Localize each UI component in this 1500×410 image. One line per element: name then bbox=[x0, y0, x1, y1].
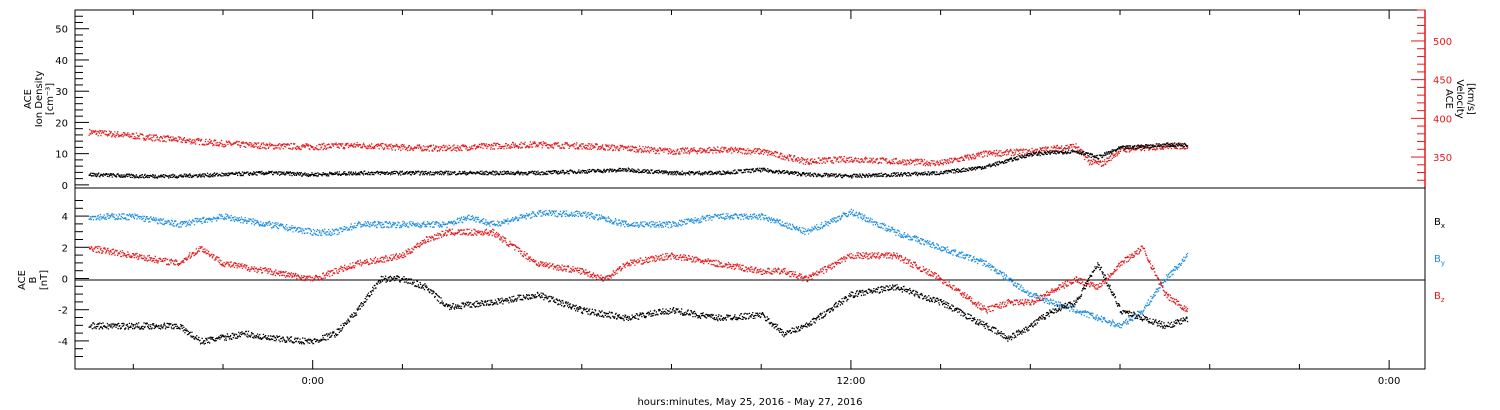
density-ylabel-line2: Ion Density bbox=[34, 71, 45, 128]
density-velocity-series bbox=[88, 128, 1189, 179]
top-panel-frame bbox=[74, 9, 1426, 189]
x-tick-label: 0:00 bbox=[1378, 376, 1400, 387]
time-axis: 0:00 12:00 0:00 bbox=[132, 10, 1400, 387]
bfield-ylabel-line3: [nT] bbox=[39, 270, 50, 290]
by-series-points bbox=[88, 208, 1189, 329]
density-y-axis: 0 10 20 30 40 50 bbox=[55, 15, 89, 192]
density-tick-label: 0 bbox=[62, 181, 68, 192]
bfield-series bbox=[88, 208, 1189, 345]
velocity-series bbox=[88, 128, 1189, 167]
density-tick-label: 20 bbox=[55, 118, 68, 129]
bfield-tick-label: -2 bbox=[58, 306, 68, 317]
density-tick-label: 40 bbox=[55, 56, 68, 67]
bz-series bbox=[88, 228, 1189, 314]
legend: Bx By Bz bbox=[1434, 217, 1445, 304]
by-series bbox=[88, 208, 1189, 329]
velocity-ylabel-line2: Velocity bbox=[1454, 79, 1465, 118]
density-ylabel-line3: [cm⁻³] bbox=[45, 83, 56, 115]
velocity-tick-label: 500 bbox=[1433, 37, 1452, 48]
density-velocity-panel: 0 10 20 30 40 50 350 400 450 500 ACE Ion Density… bbox=[23, 9, 1476, 192]
legend-by: By bbox=[1434, 254, 1445, 267]
bfield-ylabel-line2: B bbox=[28, 276, 39, 283]
x-tick-label: 12:00 bbox=[836, 376, 865, 387]
bz-series-points bbox=[88, 228, 1189, 314]
density-tick-label: 30 bbox=[55, 87, 68, 98]
bfield-ylabel-line1: ACE bbox=[17, 270, 28, 290]
bfield-tick-label: 4 bbox=[62, 212, 68, 223]
legend-bx: Bx bbox=[1434, 217, 1445, 230]
x-axis-label: hours:minutes, May 25, 2016 - May 27, 20… bbox=[637, 397, 862, 408]
velocity-tick-label: 350 bbox=[1433, 153, 1452, 164]
velocity-y-axis: 350 400 450 500 bbox=[1411, 9, 1452, 188]
x-tick-label: 0:00 bbox=[301, 376, 323, 387]
legend-bz: Bz bbox=[1434, 291, 1445, 304]
density-ylabel-line1: ACE bbox=[23, 89, 34, 109]
density-series bbox=[88, 142, 1189, 179]
density-tick-label: 50 bbox=[55, 25, 68, 36]
velocity-tick-label: 400 bbox=[1433, 114, 1452, 125]
velocity-ylabel-line3: [km/s] bbox=[1465, 83, 1476, 115]
velocity-series-points bbox=[88, 128, 1189, 167]
velocity-ylabel-line1: ACE bbox=[1443, 89, 1454, 109]
density-tick-label: 10 bbox=[55, 150, 68, 161]
bfield-tick-label: -4 bbox=[58, 337, 68, 348]
bfield-y-axis: -4 -2 0 2 4 bbox=[58, 199, 89, 358]
bfield-tick-label: 0 bbox=[62, 275, 68, 286]
density-series-points bbox=[88, 142, 1189, 179]
magnetic-field-panel: -4 -2 0 2 4 ACE B [nT] Bx By Bz bbox=[17, 187, 1445, 370]
velocity-tick-label: 450 bbox=[1433, 76, 1452, 87]
bfield-tick-label: 2 bbox=[62, 243, 68, 254]
